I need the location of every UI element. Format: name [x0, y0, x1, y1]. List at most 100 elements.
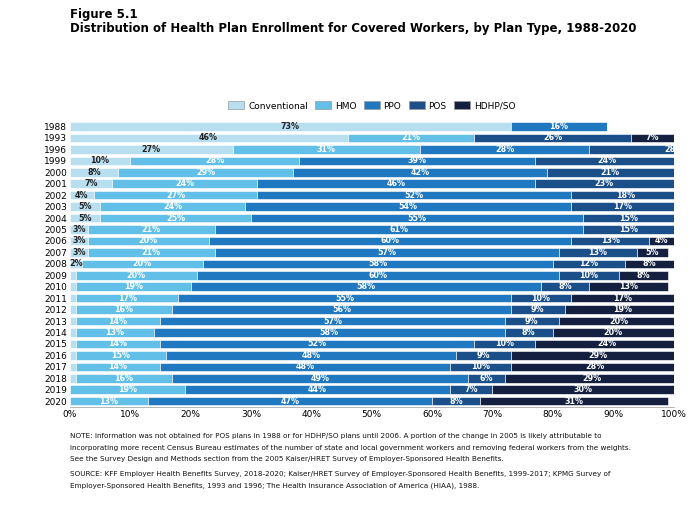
Text: 21%: 21% [142, 225, 161, 234]
Bar [571, 237, 649, 245]
Bar [475, 134, 631, 142]
Bar [70, 351, 76, 360]
Bar [154, 328, 505, 337]
Text: NOTE: Information was not obtained for POS plans in 1988 or for HDHP/SO plans un: NOTE: Information was not obtained for P… [70, 433, 601, 439]
Bar [233, 145, 420, 154]
Text: Distribution of Health Plan Enrollment for Covered Workers, by Plan Type, 1988-2: Distribution of Health Plan Enrollment f… [70, 22, 637, 35]
Bar [583, 214, 674, 222]
Bar [70, 202, 100, 211]
Text: 17%: 17% [118, 293, 137, 302]
Bar [70, 180, 112, 188]
Text: 31%: 31% [317, 145, 336, 154]
Bar [559, 271, 619, 279]
Text: 29%: 29% [583, 374, 602, 383]
Text: 8%: 8% [450, 397, 463, 406]
Text: 57%: 57% [378, 248, 396, 257]
Text: 13%: 13% [105, 328, 124, 337]
Text: 29%: 29% [588, 351, 608, 360]
Bar [161, 340, 475, 348]
Bar [553, 259, 625, 268]
Text: 46%: 46% [199, 133, 218, 142]
Text: Figure 5.1: Figure 5.1 [70, 8, 138, 21]
Bar [161, 363, 450, 371]
Text: 15%: 15% [619, 225, 638, 234]
Text: 25%: 25% [166, 214, 185, 223]
Text: 44%: 44% [308, 385, 327, 394]
Text: 5%: 5% [646, 248, 659, 257]
Bar [589, 145, 698, 154]
Bar [70, 134, 348, 142]
Bar [547, 168, 674, 176]
Text: 26%: 26% [543, 133, 563, 142]
Text: 56%: 56% [332, 305, 351, 314]
Text: See the Survey Design and Methods section from the 2005 Kaiser/HRET Survey of Em: See the Survey Design and Methods sectio… [70, 456, 503, 462]
Bar [535, 180, 674, 188]
Bar [76, 294, 179, 302]
Text: 17%: 17% [613, 293, 632, 302]
Bar [510, 351, 685, 360]
Bar [70, 168, 118, 176]
Text: Employer-Sponsored Health Benefits, 1993 and 1996; The Health Insurance Associat: Employer-Sponsored Health Benefits, 1993… [70, 483, 479, 489]
Text: 52%: 52% [404, 191, 424, 200]
Bar [535, 156, 680, 165]
Bar [571, 191, 680, 200]
Text: 47%: 47% [281, 397, 299, 406]
Bar [70, 191, 94, 200]
Bar [76, 282, 191, 291]
Text: 21%: 21% [401, 133, 420, 142]
Bar [559, 317, 680, 326]
Bar [70, 363, 76, 371]
Text: 55%: 55% [408, 214, 426, 223]
Text: 28%: 28% [586, 362, 604, 371]
Bar [70, 385, 184, 394]
Text: 3%: 3% [72, 248, 86, 257]
Text: 16%: 16% [114, 305, 133, 314]
Bar [70, 122, 510, 131]
Bar [450, 385, 493, 394]
Text: 23%: 23% [595, 179, 614, 188]
Text: 7%: 7% [84, 179, 98, 188]
Text: 21%: 21% [142, 248, 161, 257]
Bar [505, 317, 559, 326]
Bar [209, 237, 571, 245]
Text: 14%: 14% [109, 362, 128, 371]
Text: 3%: 3% [72, 236, 86, 245]
Text: 48%: 48% [296, 362, 315, 371]
Text: 13%: 13% [601, 236, 620, 245]
Bar [619, 271, 667, 279]
Bar [70, 237, 88, 245]
Text: 29%: 29% [196, 168, 215, 177]
Text: 27%: 27% [166, 191, 185, 200]
Bar [70, 374, 76, 383]
Bar [76, 351, 166, 360]
Text: 8%: 8% [87, 168, 101, 177]
Text: 24%: 24% [597, 156, 617, 165]
Bar [88, 237, 209, 245]
Text: 20%: 20% [139, 236, 158, 245]
Bar [70, 306, 76, 314]
Bar [82, 259, 202, 268]
Bar [70, 271, 76, 279]
Text: 10%: 10% [91, 156, 110, 165]
Bar [130, 156, 299, 165]
Bar [179, 294, 510, 302]
Text: 19%: 19% [118, 385, 137, 394]
Text: 48%: 48% [302, 351, 321, 360]
Text: 18%: 18% [616, 191, 634, 200]
Text: 58%: 58% [356, 282, 376, 291]
Text: 13%: 13% [619, 282, 638, 291]
Bar [505, 374, 680, 383]
Bar [535, 340, 680, 348]
Bar [450, 363, 510, 371]
Bar [475, 340, 535, 348]
Bar [493, 385, 674, 394]
Bar [202, 259, 553, 268]
Text: 3%: 3% [72, 225, 86, 234]
Text: 20%: 20% [604, 328, 623, 337]
Bar [76, 328, 154, 337]
Text: 30%: 30% [574, 385, 593, 394]
Bar [70, 248, 88, 257]
Bar [166, 351, 456, 360]
Text: 4%: 4% [655, 236, 668, 245]
Bar [100, 202, 245, 211]
